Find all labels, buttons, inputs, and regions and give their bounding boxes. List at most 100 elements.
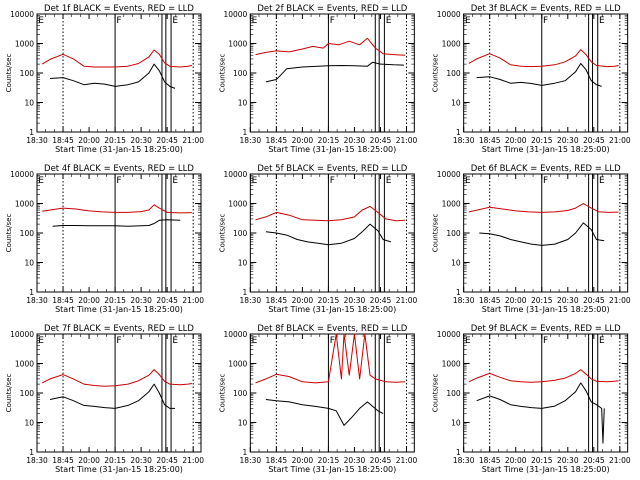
segment-annotation: F [116,176,121,186]
segment-annotation: F [330,336,335,346]
y-tick-label: 10000 [437,170,461,179]
x-tick-label: 20:15 [318,296,340,305]
plot-frame [249,13,415,133]
y-tick-label: 10000 [10,170,34,179]
x-tick-label: 18:45 [52,136,74,145]
x-tick-label: 20:45 [370,296,392,305]
chart-panel: Det 8f BLACK = Events, RED = LLD 1 10 100 10… [218,324,417,474]
x-tick-label: 20:15 [104,456,126,465]
x-tick-label: 20:00 [505,136,527,145]
plot-frame [36,173,202,293]
segment-annotation: F [543,176,548,186]
y-tick-label: 10000 [437,330,461,339]
segment-annotation: E [386,176,392,186]
y-axis-label: Counts/sec [5,214,13,253]
y-axis-label: Counts/sec [5,54,13,93]
series-line [265,399,384,426]
plot-frame [36,13,202,133]
x-tick-label: 18:45 [479,296,501,305]
y-tick-label: 10 [451,99,461,108]
y-tick-label: 1 [243,288,248,297]
x-tick-label: 20:45 [583,456,605,465]
y-tick-label: 100 [233,69,248,78]
y-tick-label: 10 [24,419,34,428]
series-line [265,223,392,246]
x-axis-label: Start Time (31-Jan-15 18:25:00) [482,465,610,474]
y-tick-label: 1 [456,128,461,137]
y-tick-label: 1 [29,128,34,137]
x-tick-label: 21:00 [182,296,204,305]
y-tick-label: 10000 [223,10,247,19]
chart-panel: Det 7f BLACK = Events, RED = LLD 1 10 100 10… [5,324,204,474]
y-tick-label: 10 [451,259,461,268]
plot-frame [463,13,629,133]
x-tick-label: 20:15 [318,456,340,465]
segment-annotation: E [38,16,44,26]
x-tick-label: 18:45 [52,456,74,465]
x-tick-label: 21:00 [182,136,204,145]
x-tick-label: 20:00 [292,456,314,465]
chart-title: Det 5f BLACK = Events, RED = LLD [257,164,407,174]
segment-annotation: F [330,176,335,186]
x-tick-label: 18:30 [453,456,475,465]
x-axis-label: Start Time (31-Jan-15 18:25:00) [268,305,396,314]
y-tick-label: 100 [446,389,461,398]
chart-panel: Det 2f BLACK = Events, RED = LLD 1 10 100 10… [218,4,417,154]
y-tick-label: 100 [233,229,248,238]
y-axis-label: Counts/sec [5,374,13,413]
series-line [255,205,406,222]
x-tick-label: 21:00 [396,136,418,145]
chart-title: Det 2f BLACK = Events, RED = LLD [257,4,407,14]
segment-annotation: E [38,176,44,186]
chart-panel: Det 1f BLACK = Events, RED = LLD 1 10 100 10… [5,4,204,154]
y-tick-label: 1000 [228,360,247,369]
y-tick-label: 10000 [10,330,34,339]
x-tick-label: 20:45 [156,296,178,305]
chart-panel: Det 9f BLACK = Events, RED = LLD 1 10 100 10… [432,324,631,474]
chart-title: Det 8f BLACK = Events, RED = LLD [257,324,407,334]
y-tick-label: 100 [446,229,461,238]
x-tick-label: 18:45 [266,136,288,145]
y-tick-label: 10 [451,419,461,428]
x-tick-label: 18:30 [240,136,262,145]
x-tick-label: 20:30 [130,456,152,465]
segment-annotation: E [252,336,258,346]
x-tick-label: 18:30 [453,136,475,145]
y-tick-label: 10 [238,99,248,108]
x-axis-label: Start Time (31-Jan-15 18:25:00) [482,305,610,314]
segment-annotation: E [172,16,178,26]
y-axis-label: Counts/sec [432,214,440,253]
segment-annotation: E [172,336,178,346]
x-tick-label: 20:00 [505,456,527,465]
x-tick-label: 20:30 [344,456,366,465]
y-tick-label: 1 [29,448,34,457]
y-axis-label: Counts/sec [218,214,226,253]
series-line [476,63,602,87]
y-tick-label: 1000 [15,40,34,49]
plot-frame [36,333,202,453]
y-tick-label: 100 [20,229,35,238]
segment-annotation: E [599,16,605,26]
x-tick-label: 20:00 [292,136,314,145]
x-tick-label: 18:45 [52,296,74,305]
segment-annotation: E [386,16,392,26]
chart-panel: Det 6f BLACK = Events, RED = LLD 1 10 100 10… [432,164,631,314]
series-line [468,49,619,68]
segment-annotation: E [252,176,258,186]
y-tick-label: 1000 [228,200,247,209]
x-tick-label: 18:45 [266,296,288,305]
x-tick-label: 20:15 [531,296,553,305]
x-tick-label: 18:30 [26,136,48,145]
x-tick-label: 21:00 [396,296,418,305]
y-tick-label: 1000 [15,360,34,369]
x-tick-label: 20:00 [292,296,314,305]
x-tick-label: 21:00 [396,456,418,465]
segment-annotation: E [465,16,471,26]
y-tick-label: 100 [233,389,248,398]
y-tick-label: 10000 [437,10,461,19]
y-tick-label: 10 [238,419,248,428]
x-tick-label: 18:30 [26,296,48,305]
x-tick-label: 21:00 [609,456,631,465]
y-tick-label: 100 [20,69,35,78]
y-tick-label: 1000 [442,200,461,209]
